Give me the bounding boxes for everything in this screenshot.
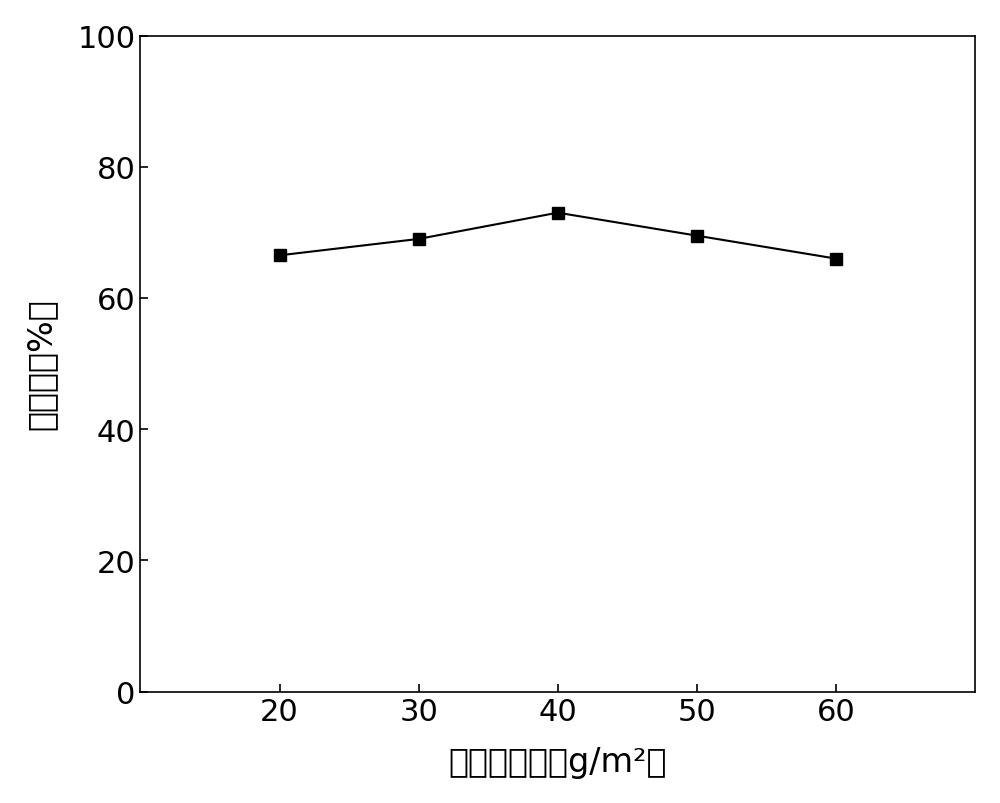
Y-axis label: 萍取率（%）: 萍取率（%） [25, 299, 58, 430]
X-axis label: 无纺布克重（g/m²）: 无纺布克重（g/m²） [448, 745, 667, 778]
